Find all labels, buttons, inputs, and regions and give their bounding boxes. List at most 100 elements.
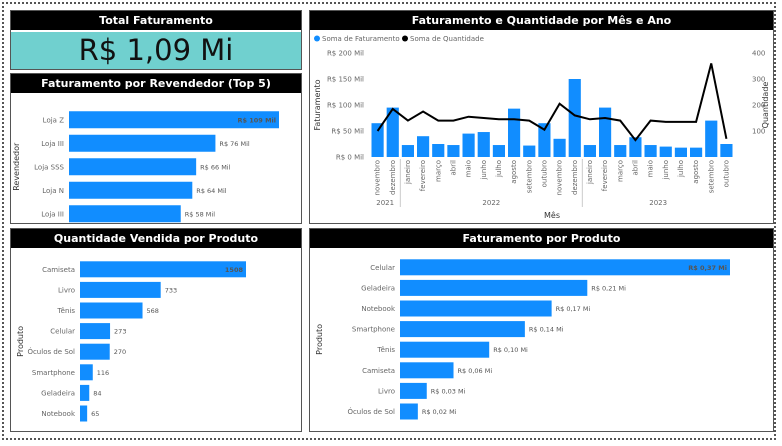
rev-product-title: Faturamento por Produto <box>310 229 773 248</box>
category-label: Livro <box>58 286 75 294</box>
bar <box>400 300 552 317</box>
x-tick-label: novembro <box>374 160 382 195</box>
y-tick-label: R$ 200 Mil <box>327 50 364 58</box>
data-label: R$ 66 Mil <box>200 163 230 171</box>
bar <box>417 136 430 157</box>
data-label: R$ 0,21 Mi <box>591 284 626 292</box>
legend-marker-quantidade <box>402 35 408 42</box>
legend-marker-faturamento <box>314 35 320 42</box>
category-label: Celular <box>370 264 395 272</box>
rev-product-panel[interactable]: Faturamento por Produto Produto Celular R$… <box>309 228 774 432</box>
data-label: 568 <box>147 307 159 315</box>
bar <box>69 181 193 199</box>
bar <box>80 302 143 319</box>
bar <box>400 279 588 296</box>
bar <box>69 205 181 223</box>
category-label: Smartphone <box>32 369 75 377</box>
qty-product-panel[interactable]: Quantidade Vendida por Produto Produto Ca… <box>10 228 302 432</box>
bar <box>400 259 730 276</box>
bar <box>80 323 111 340</box>
y-axis-title: Produto <box>315 324 324 355</box>
data-label: 733 <box>165 286 177 294</box>
x-tick-label: julho <box>495 160 503 178</box>
monthly-chart-panel[interactable]: Faturamento e Quantidade por Mês e Ano S… <box>309 10 774 224</box>
bar <box>659 146 672 157</box>
bar <box>400 403 418 420</box>
bar <box>400 362 454 379</box>
y2-tick-label: 100 <box>752 128 765 136</box>
category-label: Tênis <box>56 307 75 315</box>
bar <box>690 147 703 157</box>
data-label: R$ 0,37 Mi <box>688 264 727 272</box>
data-label: 65 <box>91 410 99 418</box>
data-label: R$ 0,03 Mi <box>431 387 466 395</box>
x-tick-label: agosto <box>510 160 518 184</box>
x-tick-label: março <box>434 160 442 182</box>
category-label: Loja N <box>42 187 64 195</box>
monthly-chart[interactable]: Soma de Faturamento Soma de Quantidade R$ … <box>310 11 775 225</box>
legend-label-quantidade: Soma de Quantidade <box>410 35 484 43</box>
reseller-chart[interactable]: Revendedor Loja Z R$ 109 Mil Loja III R$ 76 … <box>11 74 303 225</box>
category-label: Loja III <box>41 210 64 218</box>
y-axis-title: Produto <box>16 326 25 357</box>
data-label: R$ 0,06 Mi <box>458 367 493 375</box>
data-label: R$ 64 Mil <box>196 187 226 195</box>
category-label: Camiseta <box>362 367 395 375</box>
bar <box>599 107 612 157</box>
reseller-chart-panel[interactable]: Faturamento por Revendedor (Top 5) Reven… <box>10 73 302 224</box>
bar <box>538 123 551 157</box>
x-tick-label: agosto <box>692 160 700 184</box>
bar <box>477 132 490 157</box>
data-label: R$ 76 Mil <box>219 140 249 148</box>
category-label: Celular <box>50 328 75 336</box>
x-tick-label: maio <box>647 160 655 177</box>
y2-axis-title: Quantidade <box>761 82 770 129</box>
y-axis-title: Faturamento <box>313 79 322 130</box>
x-tick-label: janeiro <box>586 160 594 185</box>
data-label: R$ 58 Mil <box>185 210 215 218</box>
bar <box>705 120 718 157</box>
x-tick-label: junho <box>480 160 488 181</box>
year-label: 2023 <box>649 199 667 207</box>
year-label: 2021 <box>376 199 394 207</box>
bar <box>629 137 642 157</box>
x-tick-label: setembro <box>707 160 715 193</box>
bar <box>492 145 505 157</box>
data-label: 1508 <box>225 266 244 274</box>
monthly-chart-title: Faturamento e Quantidade por Mês e Ano <box>310 11 773 30</box>
x-tick-label: abril <box>449 160 457 176</box>
category-label: Loja SSS <box>34 163 64 171</box>
x-tick-label: maio <box>465 160 473 177</box>
y2-tick-label: 400 <box>752 50 765 58</box>
category-label: Livro <box>378 387 395 395</box>
bar <box>462 133 475 157</box>
data-label: 116 <box>97 369 109 377</box>
bar <box>69 158 197 176</box>
bar <box>371 123 384 157</box>
dashboard-frame <box>2 2 776 440</box>
bar <box>400 341 490 358</box>
rev-product-chart[interactable]: Produto Celular R$ 0,37 Mi Geladeira R$ 0,21… <box>310 229 775 433</box>
y-tick-label: R$ 0 Mil <box>336 154 364 162</box>
kpi-card[interactable]: Total Faturamento R$ 1,09 Mi <box>10 10 302 70</box>
y-tick-label: R$ 150 Mil <box>327 76 364 84</box>
x-tick-label: fevereiro <box>601 160 609 191</box>
x-tick-label: outubro <box>540 160 548 187</box>
bar <box>80 405 88 422</box>
bar <box>447 145 460 157</box>
bar <box>80 364 93 381</box>
qty-product-chart[interactable]: Produto Camiseta 1508 Livro 733 Tênis 568 Celul… <box>11 229 303 433</box>
y2-tick-label: 300 <box>752 76 765 84</box>
y-axis-title: Revendedor <box>12 142 21 191</box>
category-label: Smartphone <box>352 326 395 334</box>
x-tick-label: setembro <box>525 160 533 193</box>
bar <box>614 145 627 157</box>
x-tick-label: julho <box>677 160 685 178</box>
x-tick-label: janeiro <box>404 160 412 185</box>
category-label: Loja Z <box>43 116 65 124</box>
bar <box>80 384 90 401</box>
bar <box>568 79 581 157</box>
x-tick-label: junho <box>662 160 670 181</box>
bar <box>523 145 536 157</box>
kpi-value: R$ 1,09 Mi <box>11 32 301 69</box>
